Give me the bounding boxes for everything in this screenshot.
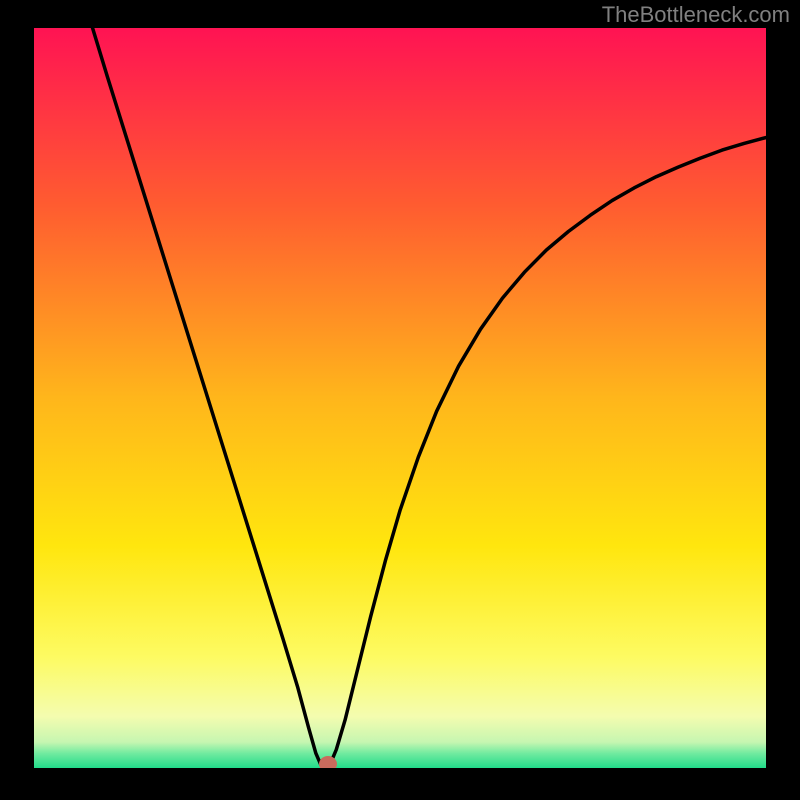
- optimum-marker: [319, 756, 337, 768]
- chart-container: TheBottleneck.com: [0, 0, 800, 800]
- watermark-text: TheBottleneck.com: [602, 2, 790, 28]
- bottleneck-curve: [34, 28, 766, 768]
- plot-area: [34, 28, 766, 768]
